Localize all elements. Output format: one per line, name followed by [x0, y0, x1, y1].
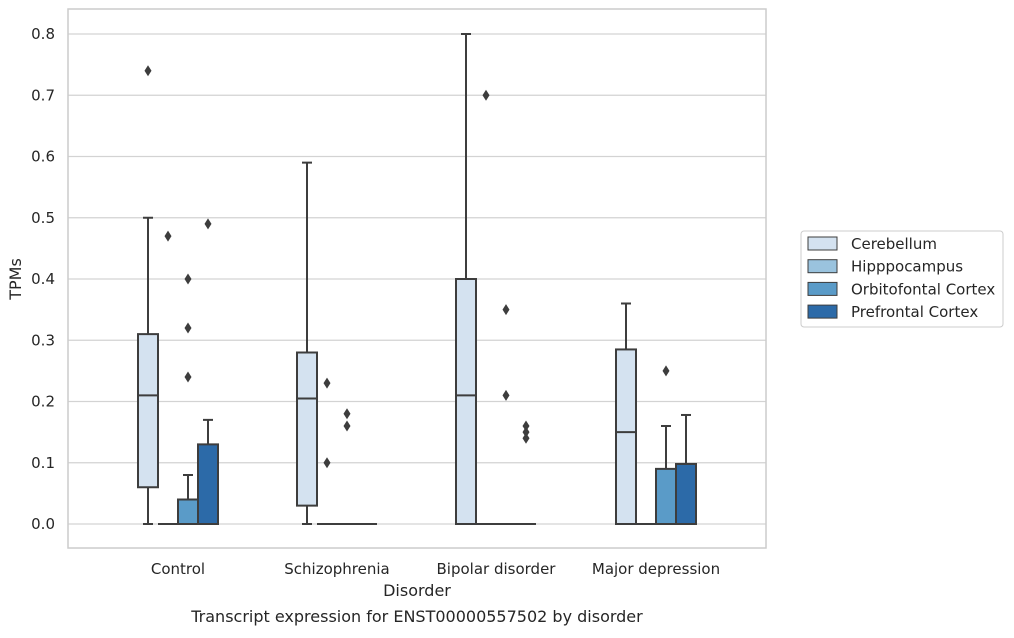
box-layer: [137, 33, 697, 526]
outlier-point: [343, 408, 351, 420]
legend-items: Cerebellum Hipppocampus Orbitofontal Corte…: [807, 235, 995, 321]
y-tick-label: 0.0: [31, 515, 55, 533]
outlier-point: [204, 218, 212, 230]
box-group: [675, 413, 697, 526]
box-group: [158, 230, 178, 525]
box-group: [197, 218, 219, 525]
x-tick-label: Control: [151, 560, 205, 578]
outlier-point: [502, 389, 510, 401]
outlier-point: [323, 377, 331, 389]
box-group: [137, 65, 159, 525]
box-group: [317, 377, 337, 525]
y-tick-label: 0.8: [31, 25, 55, 43]
legend-label: Cerebellum: [851, 235, 937, 253]
box-group: [655, 365, 677, 525]
y-tick-label: 0.4: [31, 270, 55, 288]
box-group: [476, 89, 496, 525]
y-tick-label: 0.7: [31, 86, 55, 104]
box-group: [615, 302, 637, 525]
plot-frame: [67, 8, 767, 549]
outlier-point: [522, 420, 530, 432]
chart-caption: Transcript expression for ENST0000055750…: [190, 607, 643, 626]
box-group: [296, 161, 318, 525]
outlier-point: [482, 89, 490, 101]
outlier-point: [184, 273, 192, 285]
outlier-point: [323, 457, 331, 469]
outlier-point: [184, 322, 192, 334]
y-tick-label: 0.1: [31, 454, 55, 472]
outlier-point: [662, 365, 670, 377]
x-tick-label: Schizophrenia: [284, 560, 389, 578]
y-axis-title: TPMs: [6, 258, 25, 301]
legend: Cerebellum Hipppocampus Orbitofontal Corte…: [800, 230, 1004, 328]
legend-swatch: [807, 304, 838, 319]
y-tick-labels: 0.0 0.1 0.2 0.3 0.4 0.5 0.6 0.7 0.8: [31, 25, 55, 533]
y-tick-label: 0.2: [31, 393, 55, 411]
legend-swatch: [807, 259, 838, 274]
outlier-point: [343, 420, 351, 432]
outlier-point: [184, 371, 192, 383]
box-group: [337, 408, 357, 525]
x-tick-label: Bipolar disorder: [437, 560, 557, 578]
legend-label: Prefrontal Cortex: [851, 303, 978, 321]
outlier-point: [502, 304, 510, 316]
legend-swatch: [807, 236, 838, 251]
box: [675, 462, 697, 526]
outlier-point: [522, 426, 530, 438]
box: [197, 443, 219, 525]
legend-label: Orbitofontal Cortex: [851, 280, 995, 298]
box-group: [455, 33, 477, 525]
box-group: [177, 273, 199, 525]
legend-swatch: [807, 281, 838, 296]
legend-label: Hipppocampus: [851, 258, 963, 276]
box: [137, 333, 159, 489]
x-axis-title: Disorder: [383, 581, 451, 600]
legend-frame: [800, 230, 1004, 328]
box: [455, 278, 477, 525]
box: [655, 467, 677, 525]
outlier-point: [522, 432, 530, 444]
y-tick-label: 0.3: [31, 331, 55, 349]
outlier-point: [164, 230, 172, 242]
box: [615, 348, 637, 525]
y-tick-label: 0.5: [31, 209, 55, 227]
x-tick-labels: Control Schizophrenia Bipolar disorder Majo…: [151, 560, 720, 578]
x-tick-label: Major depression: [592, 560, 720, 578]
outlier-point: [144, 65, 152, 77]
y-tick-label: 0.6: [31, 148, 55, 166]
box-group: [496, 304, 516, 525]
box: [177, 498, 199, 525]
grid-layer: [68, 33, 766, 525]
box: [296, 351, 318, 507]
box-group: [516, 420, 536, 525]
